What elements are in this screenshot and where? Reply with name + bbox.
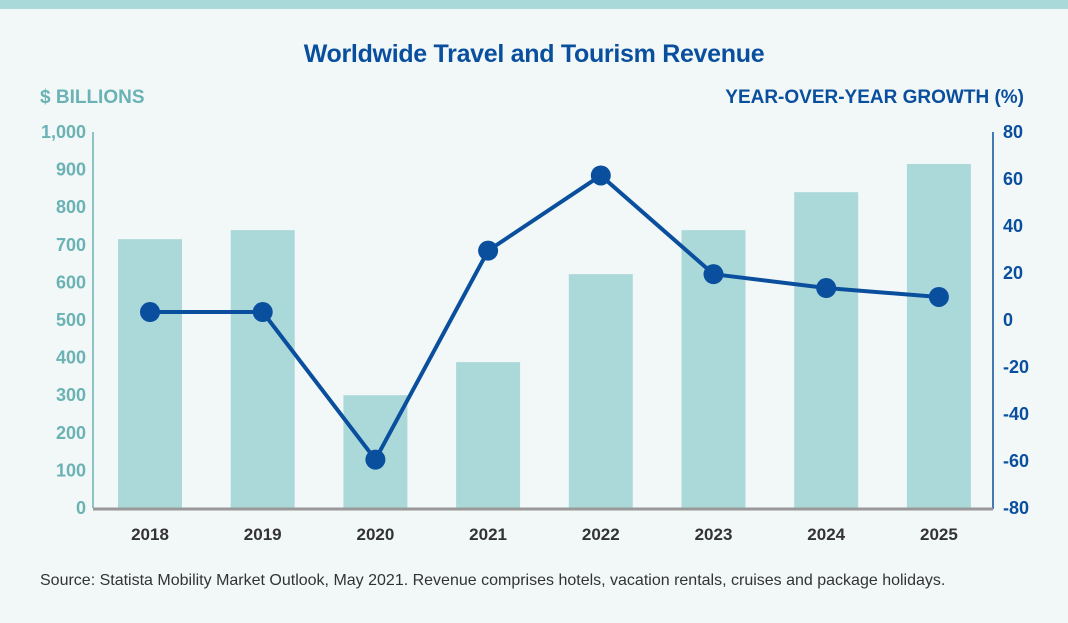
left-tick-label: 300 <box>56 385 86 405</box>
right-tick-label: -20 <box>1003 357 1029 377</box>
left-tick-label: 400 <box>56 348 86 368</box>
left-tick-label: 100 <box>56 460 86 480</box>
right-tick-label: -60 <box>1003 451 1029 471</box>
bar-2018 <box>118 239 182 508</box>
right-tick-label: 20 <box>1003 263 1023 283</box>
bar-2021 <box>456 362 521 508</box>
bar-2024 <box>794 192 859 508</box>
left-tick-label: 700 <box>56 235 86 255</box>
left-tick-label: 500 <box>56 310 86 330</box>
right-tick-label: 80 <box>1003 122 1023 142</box>
growth-line <box>150 173 940 462</box>
growth-point-2024 <box>816 278 837 299</box>
right-tick-label: -40 <box>1003 404 1029 424</box>
growth-point-2021 <box>478 240 499 261</box>
bar-2019 <box>230 230 295 509</box>
top-accent-bar <box>0 0 1068 9</box>
left-tick-label: 900 <box>56 160 86 180</box>
left-axis-label: $ BILLIONS <box>40 87 145 108</box>
right-axis-label: YEAR-OVER-YEAR GROWTH (%) <box>725 87 1024 108</box>
growth-point-2020 <box>365 449 386 470</box>
left-tick-label: 200 <box>56 423 86 443</box>
bar-2022 <box>568 274 633 508</box>
growth-point-2018 <box>140 302 160 323</box>
right-tick-label: 60 <box>1003 169 1023 189</box>
x-tick-label: 2022 <box>582 525 620 544</box>
growth-point-2023 <box>703 264 724 285</box>
chart-title: Worldwide Travel and Tourism Revenue <box>303 40 765 68</box>
x-tick-label: 2024 <box>807 525 845 544</box>
right-tick-label: 0 <box>1003 310 1013 330</box>
x-tick-label: 2023 <box>695 525 733 544</box>
right-tick-label: -80 <box>1003 498 1029 518</box>
growth-point-2025 <box>928 286 949 307</box>
source-note: Source: Statista Mobility Market Outlook… <box>40 572 946 589</box>
left-tick-label: 800 <box>56 197 86 217</box>
x-tick-label: 2025 <box>920 525 958 544</box>
x-tick-label: 2021 <box>469 525 507 544</box>
growth-point-2022 <box>590 165 611 186</box>
growth-point-2019 <box>252 302 273 323</box>
bar-2025 <box>906 163 971 508</box>
left-tick-label: 1,000 <box>41 122 86 142</box>
x-tick-label: 2020 <box>356 525 394 544</box>
right-tick-label: 40 <box>1003 216 1023 236</box>
x-tick-label: 2019 <box>244 525 282 544</box>
left-tick-label: 600 <box>56 272 86 292</box>
x-tick-label: 2018 <box>131 525 169 544</box>
left-tick-label: 0 <box>76 498 86 518</box>
